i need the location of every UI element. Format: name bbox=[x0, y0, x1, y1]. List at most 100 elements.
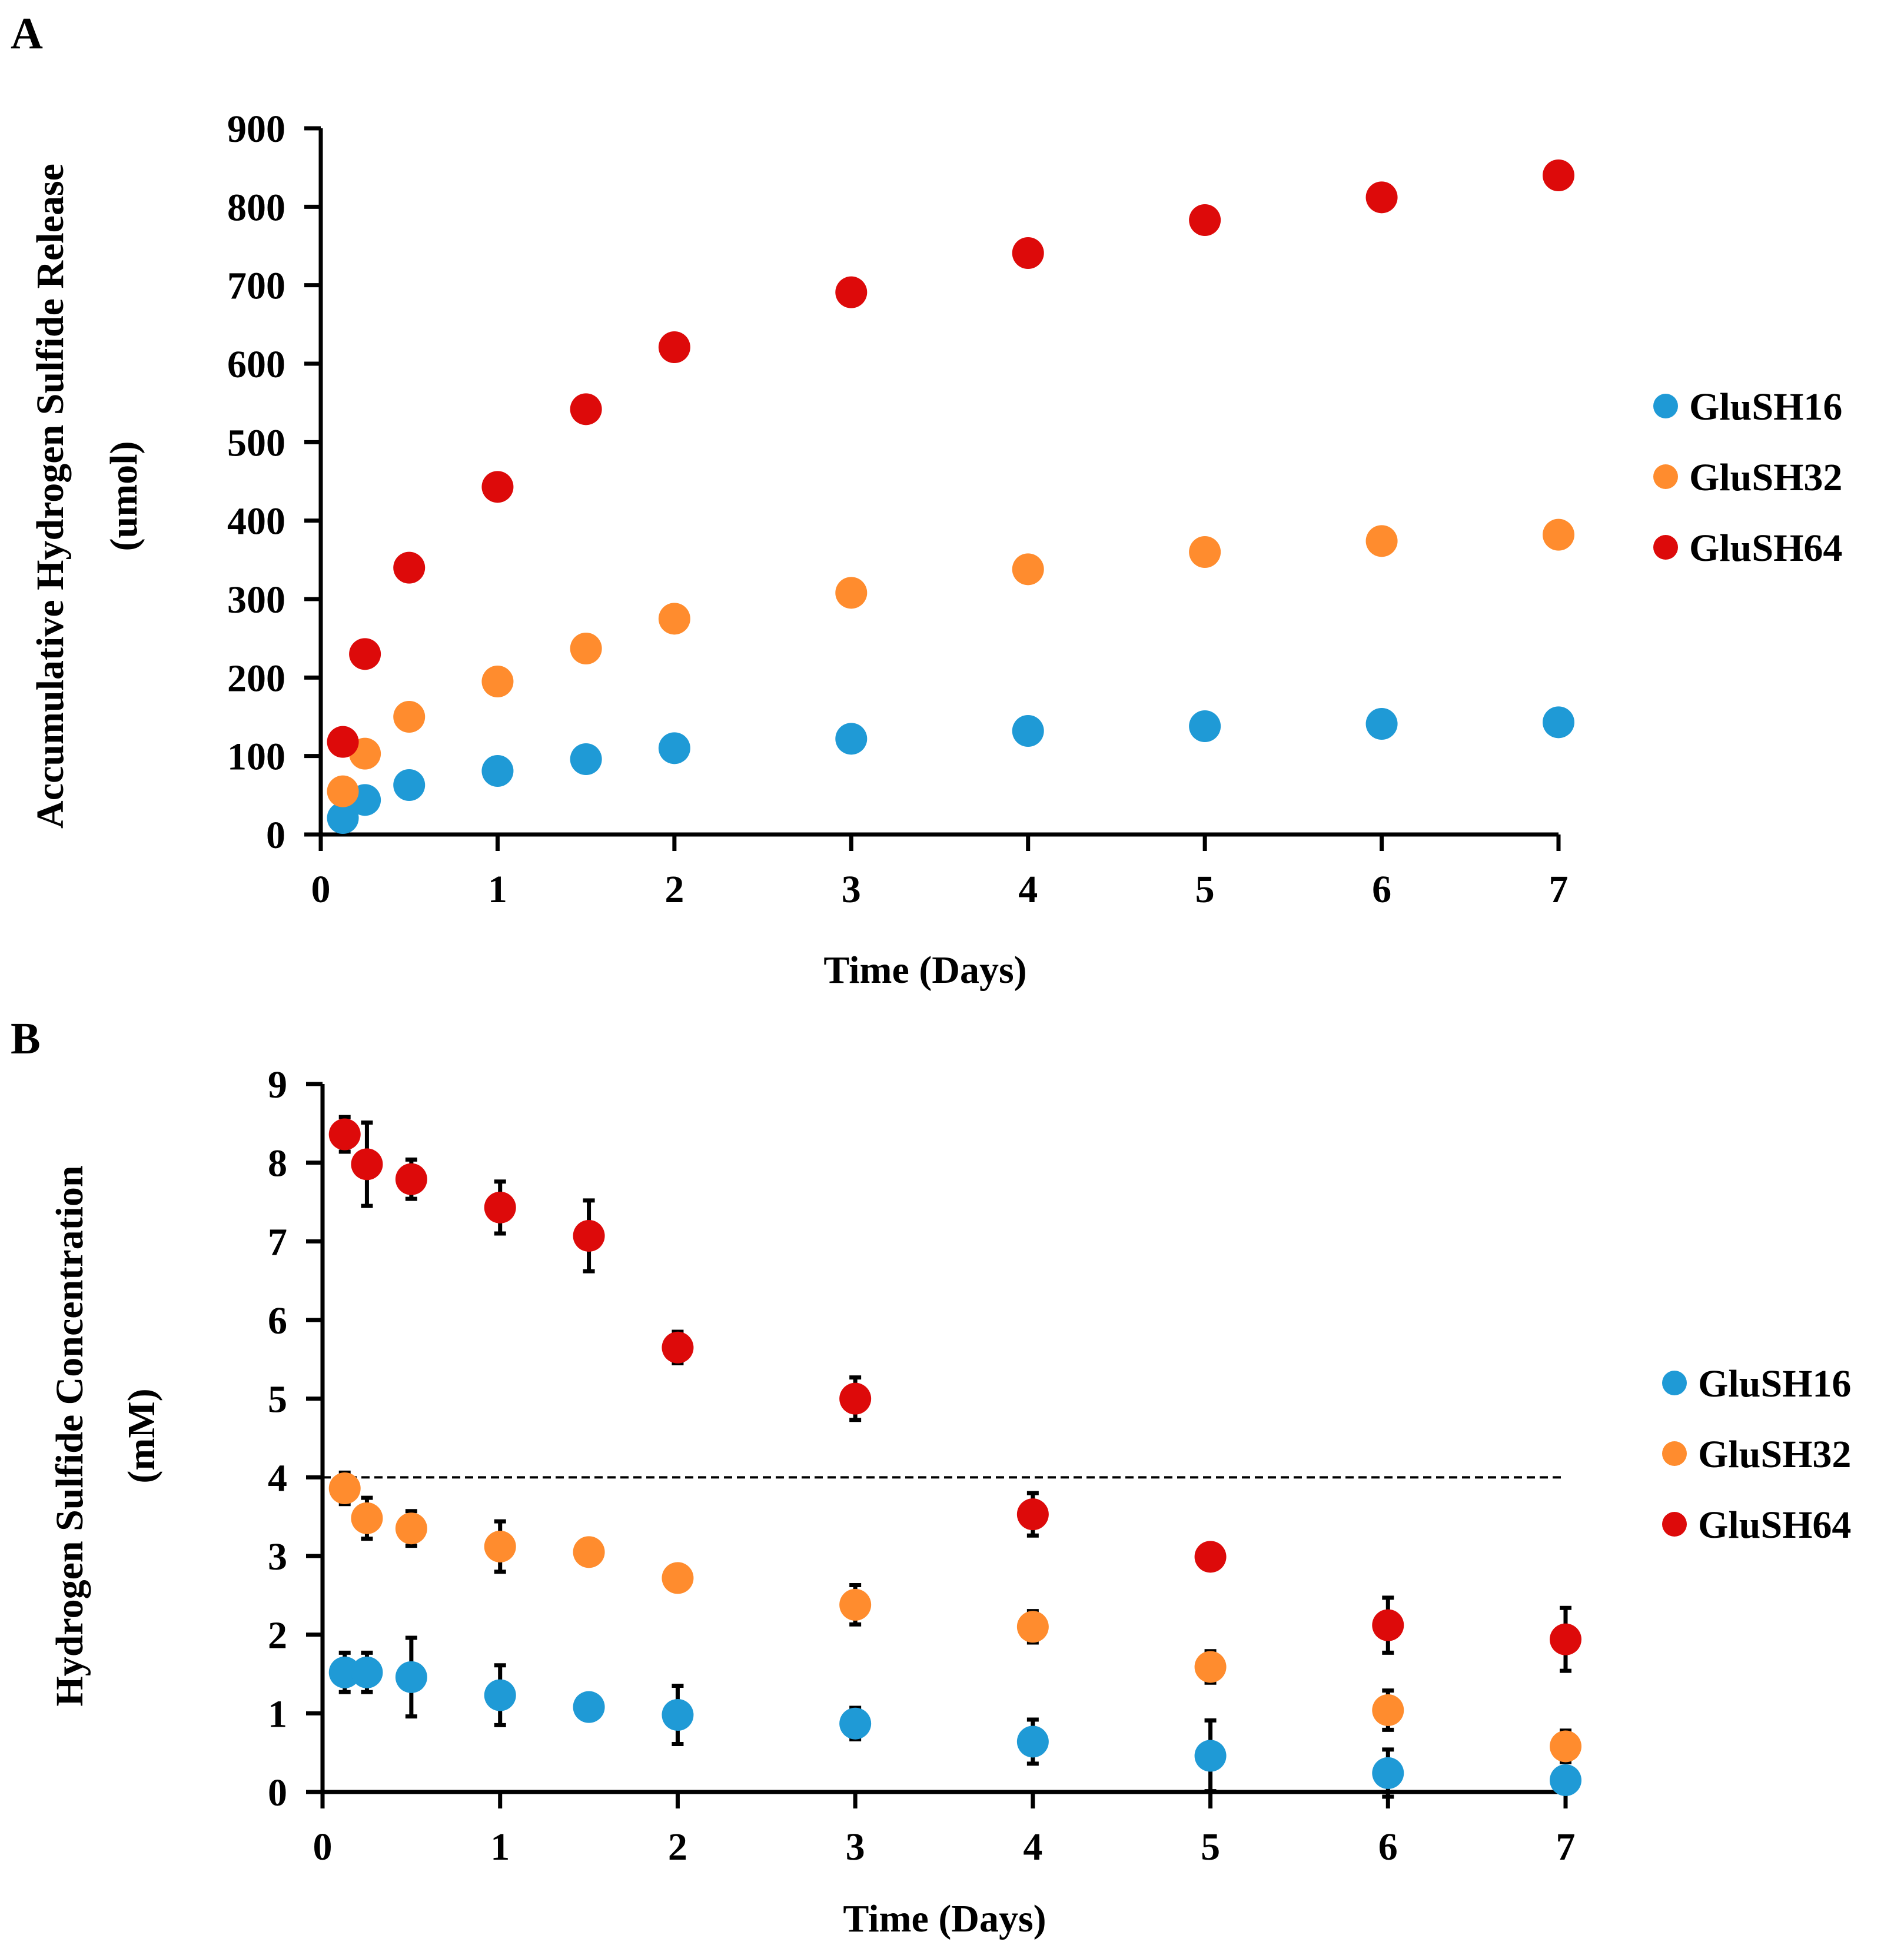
panel-a-point-glush64 bbox=[1365, 181, 1398, 214]
panel-a-y-tick-label: 0 bbox=[266, 814, 285, 857]
panel-a-x-tick-label: 0 bbox=[311, 868, 331, 911]
panel-a-point-glush64 bbox=[1012, 237, 1044, 269]
panel-a-legend-item-glush32: GluSH32 bbox=[1653, 456, 1842, 499]
panel-a-point-glush32 bbox=[1189, 536, 1221, 568]
panel-a-x-tick-label: 6 bbox=[1372, 868, 1391, 911]
panel-b-legend-marker-glush32 bbox=[1662, 1441, 1687, 1466]
panel-b-point-glush32 bbox=[662, 1562, 694, 1594]
panel-b-point-glush32 bbox=[351, 1502, 383, 1534]
panel-b-point-glush32 bbox=[1372, 1694, 1404, 1726]
panel-a-y-tick-label: 400 bbox=[227, 500, 285, 543]
panel-b-y-tick-label: 3 bbox=[268, 1535, 287, 1578]
panel-b-point-glush32 bbox=[484, 1530, 516, 1562]
panel-a-legend: GluSH16 GluSH32 GluSH64 bbox=[1653, 385, 1842, 570]
panel-b-point-glush64 bbox=[395, 1163, 427, 1195]
panel-b-legend-marker-glush16 bbox=[1662, 1371, 1687, 1395]
panel-a-point-glush16 bbox=[1012, 715, 1044, 747]
panel-b-y-tick-label: 7 bbox=[268, 1221, 287, 1264]
panel-b-y-tick-label: 5 bbox=[268, 1378, 287, 1421]
panel-a-y-tick-label: 500 bbox=[227, 421, 285, 464]
panel-b-y-tick-label: 4 bbox=[268, 1457, 287, 1500]
panel-b-point-glush64 bbox=[1550, 1623, 1581, 1655]
panel-b-y-tick-label: 2 bbox=[268, 1614, 287, 1657]
panel-a-x-tick-label: 5 bbox=[1195, 868, 1215, 911]
panel-a-y-tick-label: 600 bbox=[227, 343, 285, 386]
panel-b-y-axis-title-line2: (mM) bbox=[120, 1388, 163, 1483]
panel-b-point-glush64 bbox=[1016, 1498, 1049, 1531]
panel-b-legend-item-glush64: GluSH64 bbox=[1662, 1504, 1851, 1547]
panel-a-point-glush16 bbox=[327, 802, 359, 834]
panel-b-y-tick-label: 8 bbox=[268, 1142, 287, 1185]
panel-a-point-glush16 bbox=[393, 769, 426, 801]
panel-a-y-tick-label: 900 bbox=[227, 108, 285, 151]
panel-b-point-glush32 bbox=[573, 1536, 605, 1568]
panel-b-x-axis-title: Time (Days) bbox=[843, 1897, 1046, 1940]
panel-a-x-tick-label: 1 bbox=[488, 868, 507, 911]
panel-b-y-tick-label: 1 bbox=[268, 1693, 287, 1735]
panel-b-point-glush16 bbox=[351, 1656, 383, 1688]
panel-a-legend-marker-glush64 bbox=[1653, 535, 1678, 560]
panel-a-point-glush64 bbox=[349, 638, 381, 670]
panel-b-marks bbox=[323, 1115, 1581, 1799]
panel-b-x-tick-label: 4 bbox=[1023, 1826, 1042, 1868]
panel-b-x-tick-label: 7 bbox=[1556, 1826, 1576, 1868]
panel-b-x-tick-label: 2 bbox=[668, 1826, 687, 1868]
panel-a-legend-item-glush16: GluSH16 bbox=[1653, 385, 1842, 428]
panel-b-point-glush16 bbox=[839, 1707, 872, 1740]
panel-a-point-glush64 bbox=[658, 331, 690, 363]
panel-b-point-glush64 bbox=[1194, 1541, 1227, 1573]
panel-b-point-glush16 bbox=[1194, 1740, 1227, 1772]
panel-a-point-glush64 bbox=[1543, 159, 1574, 191]
panel-b-y-axis-title-line1: Hydrogen Sulfide Concentration bbox=[48, 1165, 91, 1706]
panel-b-point-glush16 bbox=[1550, 1764, 1581, 1796]
panel-b-point-glush16 bbox=[1372, 1757, 1404, 1789]
panel-a-point-glush32 bbox=[835, 577, 868, 609]
panel-b-ticks: 0 1 2 3 4 5 6 7 8 9 0 1 2 3 4 5 6 7 bbox=[268, 1063, 1576, 1868]
panel-a-point-glush32 bbox=[570, 633, 602, 664]
panel-b-point-glush64 bbox=[328, 1118, 361, 1151]
panel-a-point-glush16 bbox=[835, 723, 868, 755]
panel-b-point-glush64 bbox=[839, 1382, 872, 1415]
panel-a-x-tick-label: 2 bbox=[664, 868, 684, 911]
panel-b-point-glush32 bbox=[328, 1472, 361, 1505]
panel-b-x-tick-label: 6 bbox=[1378, 1826, 1398, 1868]
panel-b-legend-label-glush32: GluSH32 bbox=[1698, 1433, 1851, 1476]
panel-b: B 0 1 2 3 4 5 6 7 8 9 0 1 2 3 4 5 6 7 Time (Days) Hydroge… bbox=[11, 1014, 1851, 1940]
panel-a-y-axis-title-line2: (umol) bbox=[102, 441, 145, 551]
panel-b-x-tick-label: 3 bbox=[846, 1826, 865, 1868]
panel-b-point-glush32 bbox=[1016, 1611, 1049, 1643]
panel-b-legend-marker-glush64 bbox=[1662, 1512, 1687, 1537]
panel-a-point-glush16 bbox=[658, 732, 690, 764]
panel-a-point-glush64 bbox=[481, 471, 514, 503]
panel-b-y-tick-label: 9 bbox=[268, 1063, 287, 1106]
panel-b-point-glush64 bbox=[573, 1219, 605, 1252]
panel-b-point-glush32 bbox=[1550, 1730, 1581, 1763]
panel-b-legend: GluSH16 GluSH32 GluSH64 bbox=[1662, 1362, 1851, 1547]
panel-a-legend-label-glush32: GluSH32 bbox=[1689, 456, 1842, 499]
panel-b-point-glush64 bbox=[1372, 1609, 1404, 1641]
panel-a-point-glush32 bbox=[658, 603, 690, 635]
panel-a-point-glush32 bbox=[393, 701, 426, 733]
panel-a-point-glush32 bbox=[481, 666, 514, 697]
panel-a-point-glush32 bbox=[1365, 525, 1398, 557]
panel-a-x-tick-label: 4 bbox=[1018, 868, 1038, 911]
panel-b-legend-label-glush16: GluSH16 bbox=[1698, 1362, 1851, 1405]
panel-b-point-glush64 bbox=[351, 1148, 383, 1181]
panel-a-point-glush32 bbox=[327, 775, 359, 807]
panel-a-y-tick-label: 100 bbox=[227, 736, 285, 779]
panel-b-legend-item-glush16: GluSH16 bbox=[1662, 1362, 1851, 1405]
panel-a-y-tick-label: 200 bbox=[227, 657, 285, 700]
panel-a-point-glush16 bbox=[1365, 708, 1398, 740]
panel-b-point-glush32 bbox=[839, 1588, 872, 1621]
panel-a-y-tick-label: 700 bbox=[227, 265, 285, 308]
panel-a-point-glush64 bbox=[1189, 204, 1221, 236]
panel-a-point-glush64 bbox=[570, 393, 602, 425]
panel-a-marks bbox=[327, 159, 1574, 834]
panel-a-point-glush16 bbox=[1543, 706, 1574, 739]
panel-b-point-glush16 bbox=[395, 1661, 427, 1693]
panel-a: A 0 100 200 300 400 500 600 700 800 900 0 1 2 3 4 5 6 7 T… bbox=[11, 9, 1842, 992]
panel-b-point-glush16 bbox=[1016, 1725, 1049, 1758]
panel-a-y-tick-label: 300 bbox=[227, 578, 285, 621]
panel-a-x-tick-label: 7 bbox=[1549, 868, 1569, 911]
